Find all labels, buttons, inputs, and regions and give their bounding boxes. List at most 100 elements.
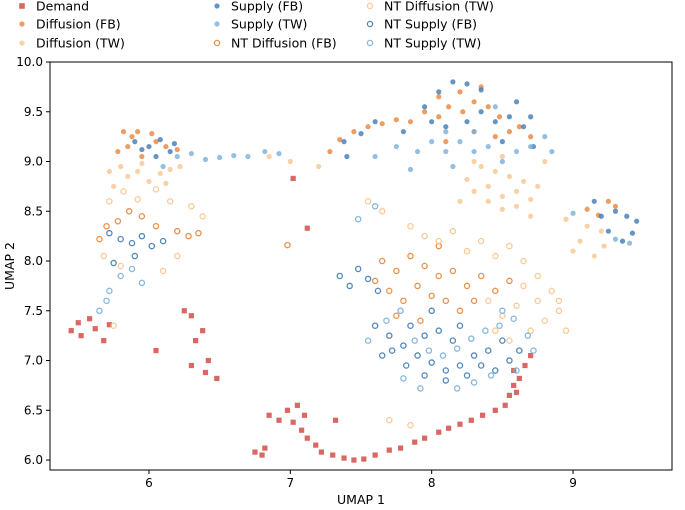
data-point — [299, 427, 305, 433]
data-point — [499, 158, 505, 165]
data-point — [152, 186, 160, 193]
data-point — [138, 279, 146, 287]
series-8 — [96, 203, 537, 392]
data-point — [513, 188, 520, 194]
legend-marker — [214, 3, 220, 9]
data-point — [584, 223, 590, 229]
legend-label: Supply (TW) — [231, 17, 307, 32]
data-point — [457, 89, 463, 95]
y-tick-label: 9.0 — [24, 155, 43, 169]
series-5 — [96, 208, 513, 324]
data-point — [68, 328, 74, 334]
data-point — [446, 104, 452, 110]
data-point — [400, 342, 407, 349]
data-point — [135, 168, 141, 175]
data-point — [371, 277, 379, 285]
data-point — [125, 143, 131, 150]
data-point — [397, 445, 404, 451]
data-point — [492, 252, 499, 260]
data-point — [513, 367, 520, 374]
data-point — [528, 114, 534, 120]
data-point — [549, 148, 555, 155]
data-point — [511, 382, 517, 389]
data-point — [453, 385, 461, 392]
data-point — [492, 119, 498, 125]
data-point — [502, 402, 508, 408]
data-point — [477, 362, 485, 369]
data-point — [407, 222, 414, 230]
y-axis-label: UMAP 2 — [2, 242, 17, 290]
data-point — [177, 163, 183, 170]
data-point — [492, 287, 499, 295]
data-point — [478, 109, 484, 115]
legend-marker — [19, 40, 25, 46]
data-point — [174, 153, 180, 160]
data-point — [499, 307, 506, 315]
data-point — [354, 215, 362, 223]
data-point — [435, 327, 442, 334]
data-point — [570, 210, 576, 216]
data-point — [115, 148, 121, 155]
data-point — [598, 213, 604, 219]
data-point — [378, 257, 386, 265]
data-point — [75, 320, 81, 326]
data-point — [371, 322, 379, 329]
data-point — [110, 259, 117, 267]
data-point — [499, 337, 506, 344]
data-point — [530, 347, 537, 354]
legend-marker — [214, 21, 220, 27]
data-point — [266, 412, 272, 418]
data-point — [510, 315, 517, 322]
data-point — [159, 267, 167, 275]
data-point — [166, 198, 174, 205]
data-point — [513, 302, 520, 310]
data-point — [193, 338, 199, 344]
data-point — [484, 297, 492, 305]
data-point — [341, 139, 347, 145]
data-point — [421, 332, 428, 339]
data-point — [471, 99, 477, 105]
data-point — [174, 146, 180, 153]
data-point — [629, 230, 636, 236]
data-point — [148, 242, 156, 250]
data-point — [612, 236, 619, 242]
data-point — [584, 206, 590, 212]
data-point — [570, 248, 576, 254]
data-point — [407, 252, 414, 260]
data-point — [471, 158, 477, 165]
y-tick-label: 10.0 — [16, 55, 43, 69]
legend-marker — [366, 39, 374, 47]
data-point — [449, 227, 457, 235]
legend-label: Supply (FB) — [231, 0, 303, 14]
data-point — [425, 347, 433, 354]
data-point — [421, 262, 428, 270]
series-6 — [100, 186, 570, 429]
data-point — [436, 429, 442, 435]
data-point — [358, 131, 364, 137]
data-point — [259, 452, 265, 458]
data-point — [125, 173, 131, 180]
legend-label: NT Diffusion (TW) — [384, 0, 494, 14]
data-point — [516, 124, 522, 130]
data-point — [534, 297, 541, 305]
data-point — [159, 237, 167, 245]
y-tick-label: 7.5 — [24, 304, 43, 318]
data-point — [202, 369, 209, 376]
data-point — [414, 282, 421, 290]
data-point — [470, 352, 478, 359]
data-point — [372, 119, 378, 125]
data-point — [195, 229, 202, 237]
data-point — [624, 213, 630, 219]
data-point — [188, 313, 194, 319]
data-point — [513, 203, 520, 209]
data-point — [346, 282, 353, 290]
data-point — [612, 208, 619, 214]
data-point — [131, 252, 139, 260]
data-point — [173, 252, 181, 260]
data-point — [442, 297, 450, 305]
data-point — [428, 359, 435, 366]
data-point — [442, 367, 450, 374]
data-point — [520, 282, 527, 290]
data-point — [464, 81, 470, 87]
data-point — [153, 139, 159, 145]
